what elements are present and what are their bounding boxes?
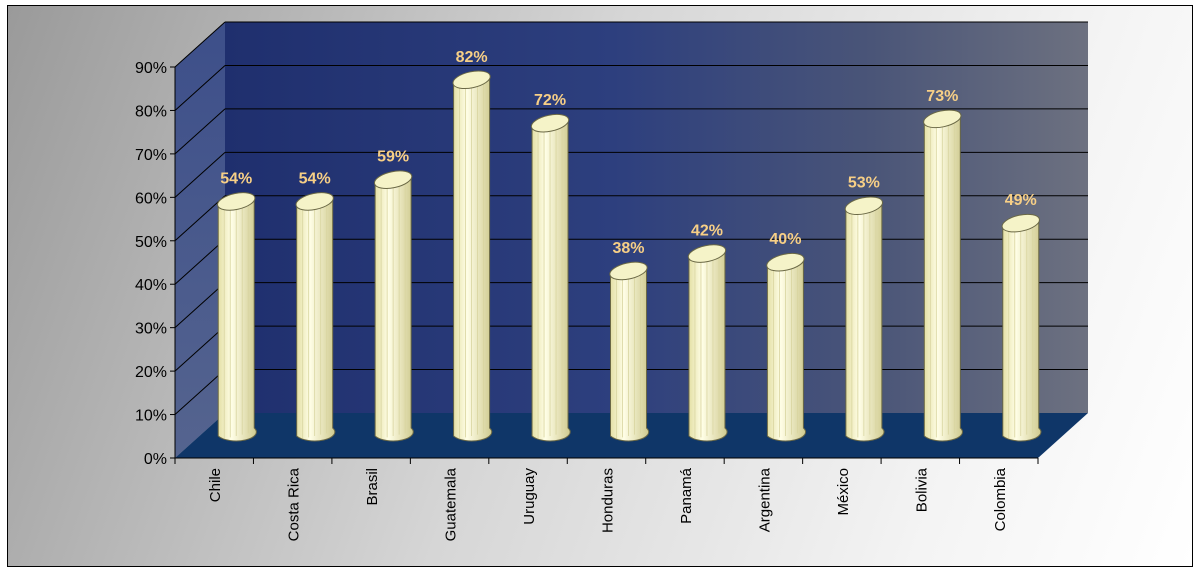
category-label: Colombia bbox=[992, 467, 1009, 531]
bar-body bbox=[531, 118, 571, 442]
bar-body bbox=[610, 266, 650, 442]
bar-top bbox=[609, 261, 648, 281]
category-label: Costa Rica bbox=[286, 467, 303, 541]
gridline-diagonal bbox=[174, 108, 226, 155]
bar bbox=[373, 170, 414, 442]
y-tick-label: 40% bbox=[135, 277, 167, 294]
y-tick-label: 90% bbox=[135, 60, 167, 77]
bar bbox=[452, 70, 493, 442]
bar bbox=[295, 192, 336, 442]
data-label: 59% bbox=[377, 149, 409, 166]
bar bbox=[1001, 213, 1042, 442]
bar-top bbox=[530, 113, 570, 133]
y-tick-label: 70% bbox=[135, 147, 167, 164]
data-label: 54% bbox=[220, 170, 252, 187]
data-label: 49% bbox=[1005, 192, 1037, 209]
gridline-diagonal bbox=[174, 151, 226, 198]
category-label: Guatemala bbox=[443, 467, 460, 541]
side-wall bbox=[175, 22, 225, 458]
gridline-diagonal bbox=[174, 195, 226, 242]
y-tick-label: 0% bbox=[144, 451, 167, 468]
bars bbox=[217, 70, 1042, 442]
bar bbox=[687, 244, 728, 442]
y-tick-label: 60% bbox=[135, 190, 167, 207]
data-label: 53% bbox=[848, 175, 880, 192]
gridline-diagonal bbox=[174, 21, 226, 68]
data-label: 73% bbox=[926, 88, 958, 105]
data-labels: 54% 54% 59% 82% 72% 38% 42% 40% 53% 73% 49% bbox=[220, 49, 1037, 257]
bar bbox=[844, 196, 885, 442]
bar bbox=[923, 109, 963, 442]
data-label: 40% bbox=[769, 231, 801, 248]
category-label: Chile bbox=[207, 468, 224, 502]
category-label: Argentina bbox=[756, 467, 773, 532]
bar-body bbox=[374, 175, 414, 442]
category-label: Honduras bbox=[600, 468, 617, 533]
bar-body bbox=[688, 248, 728, 442]
bar bbox=[217, 192, 257, 442]
y-tick-label: 50% bbox=[135, 234, 167, 251]
bar-body bbox=[766, 257, 806, 442]
y-tick-label: 80% bbox=[135, 103, 167, 120]
data-label: 38% bbox=[612, 240, 644, 257]
y-tick-label: 30% bbox=[135, 321, 167, 338]
gridline-diagonal bbox=[174, 369, 226, 415]
gridline-diagonal bbox=[174, 325, 226, 372]
bar bbox=[530, 113, 571, 442]
bar-body bbox=[217, 196, 257, 442]
data-label: 72% bbox=[534, 92, 566, 109]
bar-top bbox=[373, 170, 413, 189]
bar-body bbox=[1002, 218, 1042, 442]
data-label: 82% bbox=[456, 49, 488, 66]
data-label: 42% bbox=[691, 223, 723, 240]
bar-body bbox=[296, 196, 336, 442]
gridline-diagonal bbox=[174, 65, 226, 111]
category-label: Brasil bbox=[364, 468, 381, 506]
bar-top bbox=[844, 196, 884, 216]
bar-body bbox=[845, 201, 885, 442]
bar-top bbox=[687, 244, 727, 263]
y-tick-label: 10% bbox=[135, 408, 167, 425]
bar-body bbox=[453, 75, 493, 442]
data-label: 54% bbox=[299, 170, 331, 187]
bar-top bbox=[766, 252, 805, 272]
gridline-diagonal bbox=[174, 238, 226, 285]
bar-body bbox=[923, 114, 963, 442]
category-label: Uruguay bbox=[521, 468, 538, 525]
bar-top bbox=[1001, 213, 1040, 233]
bar bbox=[766, 252, 806, 442]
x-ticks bbox=[174, 458, 1039, 464]
bar-top bbox=[452, 70, 491, 90]
category-label: México bbox=[835, 468, 852, 516]
bar bbox=[609, 261, 650, 442]
category-label: Panamá bbox=[678, 467, 695, 524]
y-tick-label: 20% bbox=[135, 364, 167, 381]
y-ticks: 0% 10% 20% 30% 40% 50% 60% 70% 80% 90% bbox=[135, 60, 175, 468]
bar-top bbox=[217, 192, 256, 211]
bar-top bbox=[295, 192, 334, 211]
gridline-diagonal bbox=[174, 282, 226, 329]
category-labels: Chile Costa Rica Brasil Guatemala Uruguay Hon… bbox=[207, 467, 1009, 541]
category-label: Bolivia bbox=[913, 467, 930, 512]
bar-top bbox=[923, 109, 962, 129]
